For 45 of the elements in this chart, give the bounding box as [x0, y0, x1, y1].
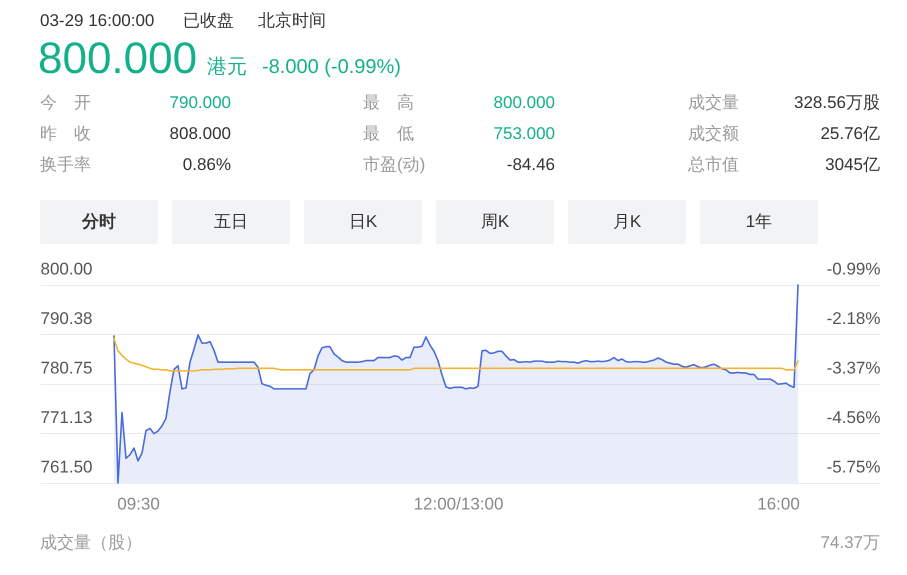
text: -8.000 (-0.99%)	[262, 56, 401, 78]
text: 成交量（股）	[40, 533, 142, 552]
text: 今 开	[40, 93, 91, 112]
text: 0.86%	[182, 155, 231, 174]
text: 790.000	[170, 93, 231, 112]
text: 市盈(动)	[363, 155, 426, 174]
text: 港元	[207, 56, 247, 78]
text: 74.37万	[820, 533, 880, 552]
x-tick-label: 12:00/13:00	[414, 494, 504, 514]
text: 1年	[746, 212, 772, 231]
text: 800.000	[494, 93, 555, 112]
text: 328.56万股	[794, 93, 880, 112]
text: 808.000	[170, 124, 231, 143]
y-tick-label: 780.75	[40, 358, 92, 378]
text: 五日	[214, 212, 248, 231]
text: 总市值	[687, 155, 739, 174]
x-tick-label: 16:00	[757, 494, 800, 514]
x-tick-label: 09:30	[117, 494, 160, 514]
text: 25.76亿	[820, 124, 880, 143]
y2-tick-label: -2.18%	[826, 309, 880, 328]
text: 最 低	[363, 124, 414, 143]
y-tick-label: 790.38	[40, 308, 92, 328]
text: 800.000	[38, 34, 198, 83]
y2-tick-label: -3.37%	[826, 358, 880, 378]
text: 换手率	[40, 155, 91, 174]
text: 03-29 16:00:00	[40, 11, 154, 30]
text: 最 高	[363, 93, 414, 112]
text: 753.000	[494, 124, 555, 143]
y-tick-label: 800.00	[40, 260, 92, 278]
text: 成交量	[688, 93, 739, 112]
y-tick-label: 761.50	[40, 458, 92, 476]
text: 日K	[348, 212, 378, 231]
text: 3045亿	[825, 155, 880, 174]
text: 月K	[612, 212, 642, 231]
text: 昨 收	[40, 124, 91, 143]
y2-tick-label: -4.56%	[826, 408, 880, 427]
y-tick-label: 771.13	[40, 408, 92, 427]
text: 成交额	[688, 124, 739, 143]
text: -84.46	[506, 155, 555, 174]
text: 周K	[480, 212, 510, 231]
text: 分时	[81, 212, 116, 231]
y2-tick-label: -5.75%	[826, 458, 880, 476]
text: 北京时间	[258, 11, 326, 30]
text: 已收盘	[183, 11, 234, 30]
y2-tick-label: -0.99%	[826, 260, 880, 278]
